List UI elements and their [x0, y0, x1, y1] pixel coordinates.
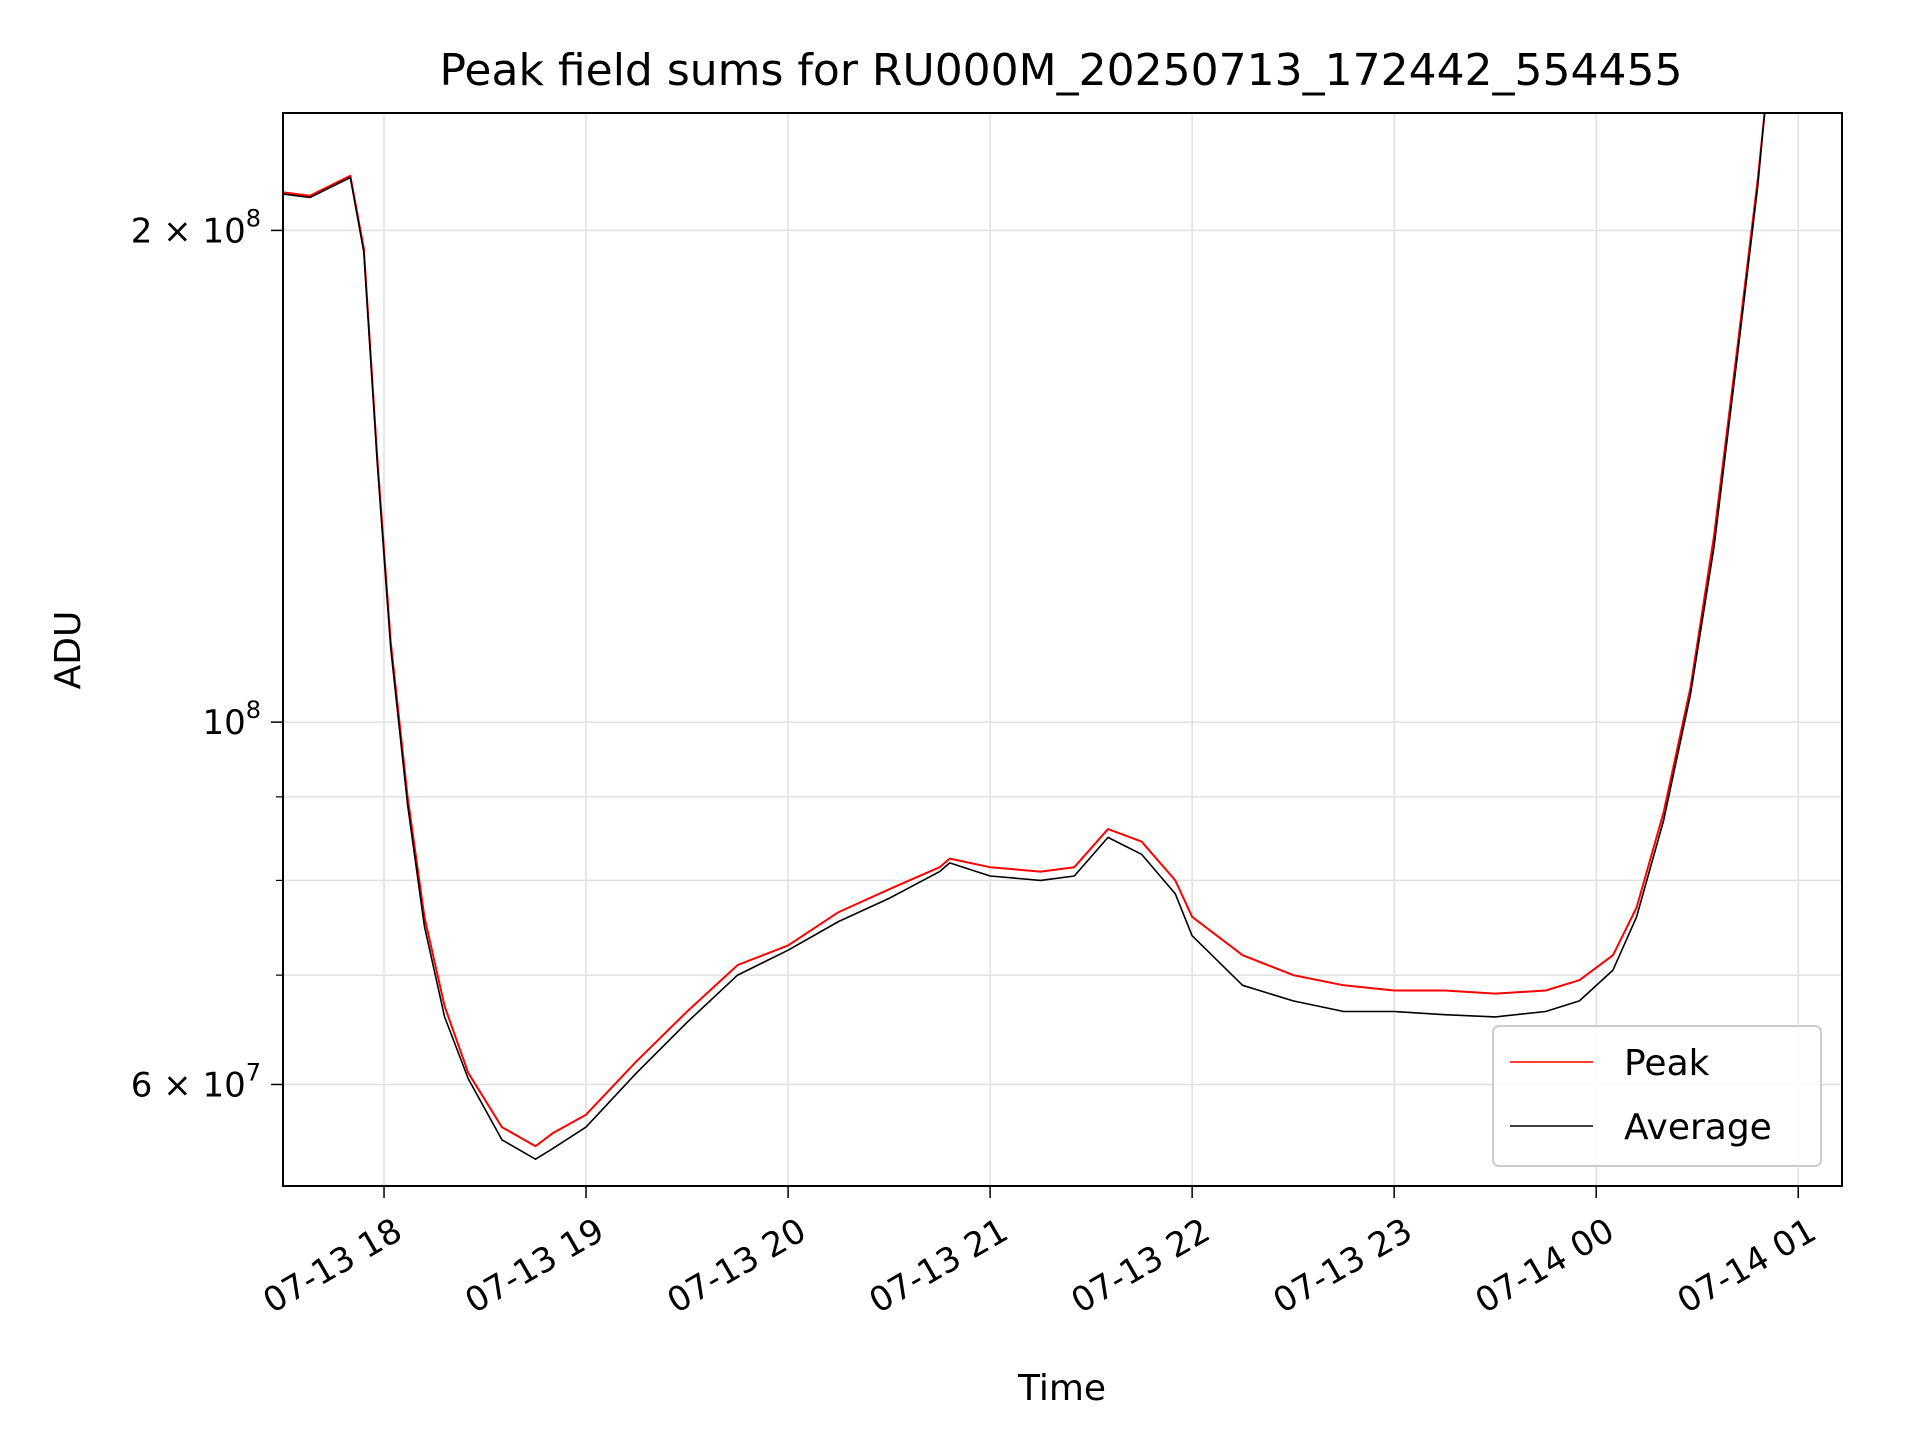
y-axis-label: ADU [48, 611, 89, 690]
series-line-peak [283, 113, 1766, 1148]
plot-area-frame [282, 112, 1843, 1187]
legend-label-average: Average [1624, 1107, 1772, 1148]
grid [283, 113, 1842, 1186]
y-tick-label: 6 × 107 [131, 1058, 261, 1105]
legend-box [1492, 1025, 1822, 1167]
x-axis-label: Time [1017, 1368, 1106, 1409]
series-line-average [283, 113, 1766, 1160]
legend: Peak Average [1492, 1025, 1822, 1167]
y-tick-label: 2 × 108 [131, 204, 261, 251]
legend-label-peak: Peak [1624, 1043, 1710, 1084]
series-layer [283, 113, 1766, 1160]
chart-title: Peak field sums for RU000M_20250713_1724… [439, 45, 1682, 96]
